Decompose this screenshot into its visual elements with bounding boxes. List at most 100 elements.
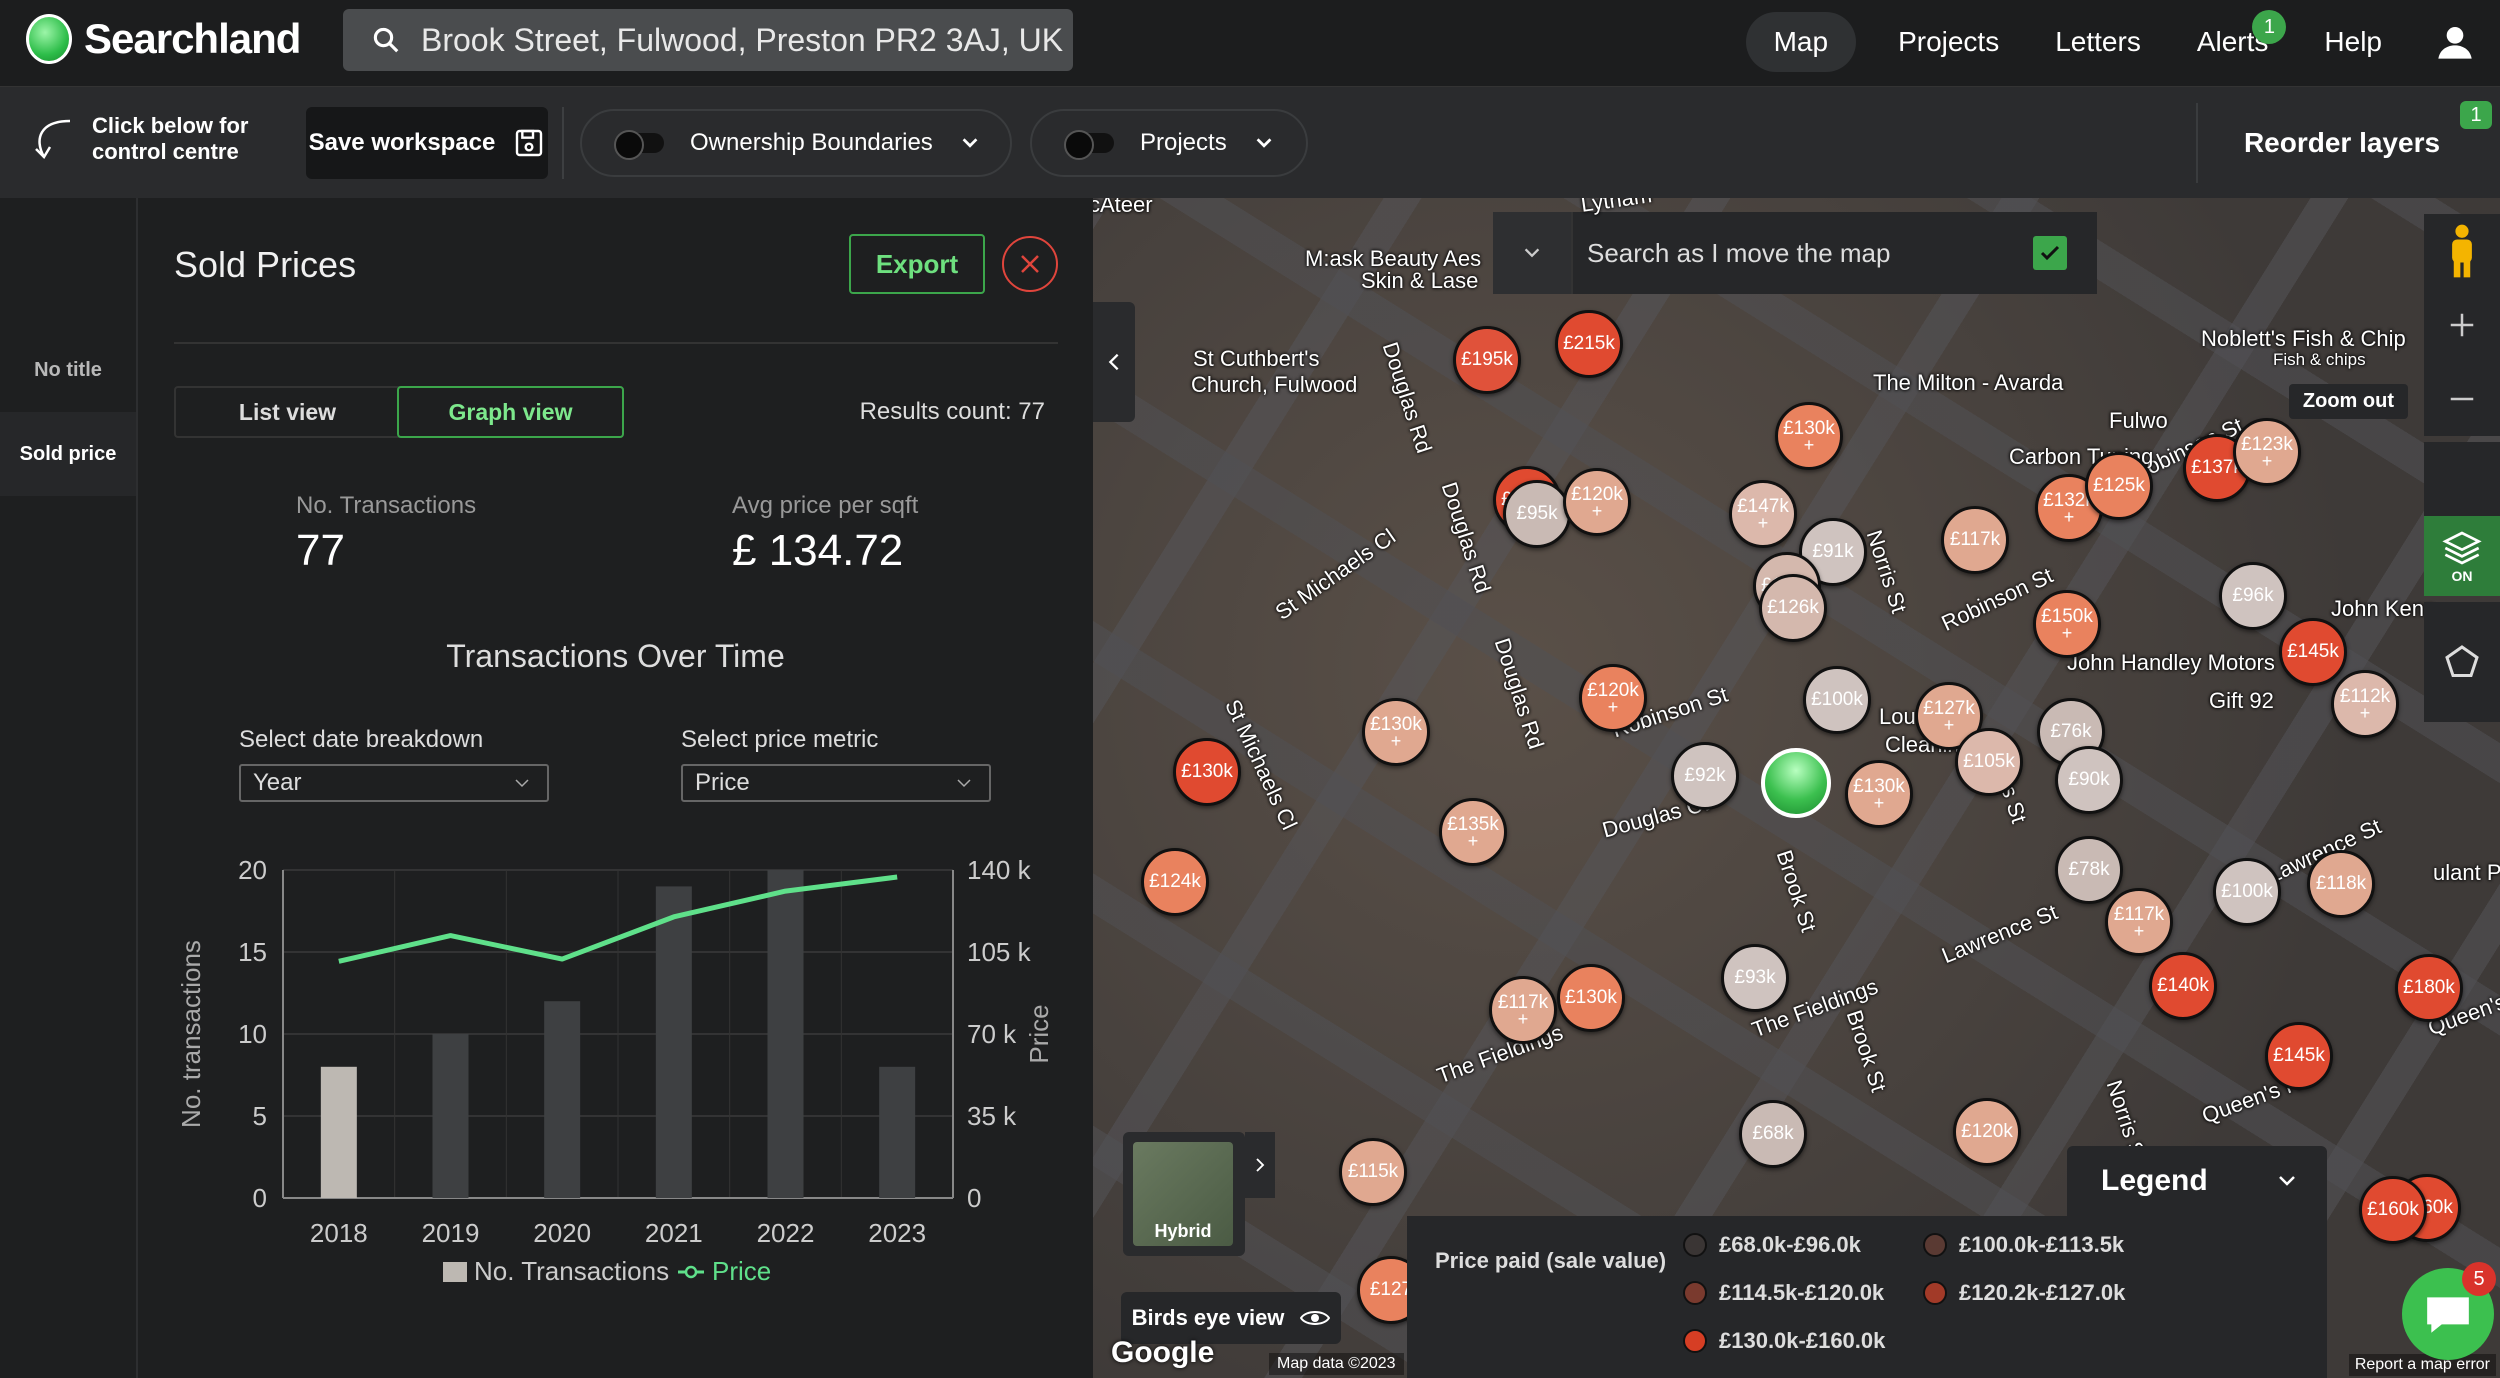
nav-alerts[interactable]: Alerts 1 [2169,10,2297,72]
nav-help[interactable]: Help [2324,26,2382,57]
price-marker[interactable]: £124k [1141,848,1209,916]
price-marker[interactable]: £123k + [2233,418,2301,486]
report-map-error-link[interactable]: Report a map error [2348,1354,2496,1376]
price-marker[interactable]: £150k + [2033,590,2101,658]
price-marker[interactable]: £215k [1555,310,1623,378]
projects-layer[interactable]: Projects [1030,109,1308,177]
x-tick-label: 2022 [757,1218,815,1248]
price-marker[interactable]: £117k + [2105,888,2173,956]
map-type-expand[interactable] [1245,1132,1275,1198]
collapse-panel-button[interactable] [1093,302,1135,422]
checkmark-icon [2040,245,2060,261]
pegman-icon[interactable] [2424,214,2500,288]
price-marker[interactable]: £68k [1739,1100,1807,1168]
bar [544,1001,581,1198]
ownership-boundaries-toggle[interactable] [614,130,664,160]
price-marker[interactable]: £130k + [1362,698,1430,766]
logo[interactable]: Searchland [26,14,301,64]
address-search-input[interactable]: Brook Street, Fulwood, Preston PR2 3AJ, … [343,9,1073,71]
chat-bubble-icon [2427,1297,2469,1333]
price-marker[interactable]: £112k + [2331,670,2399,738]
price-marker[interactable]: £100k [1803,666,1871,734]
user-account-icon[interactable] [2410,22,2500,62]
control-centre-text: Click below for control centre [92,113,249,164]
birds-eye-view-button[interactable]: Birds eye view [1121,1292,1341,1344]
y-tick-label: 10 [238,1019,267,1049]
price-marker[interactable]: £147k + [1729,480,1797,548]
plus-icon: + [2133,921,2145,941]
save-workspace-label: Save workspace [308,129,496,156]
price-marker[interactable]: £135k + [1439,798,1507,866]
price-marker[interactable]: £160k [2359,1176,2427,1244]
rail-item-sold-price[interactable]: Sold price [0,412,136,496]
price-marker[interactable]: £93k [1721,944,1789,1012]
price-marker-label: £130k [1853,776,1905,797]
draw-polygon-button[interactable] [2424,602,2500,722]
results-count: Results count: 77 [859,398,1045,425]
price-marker-label: £117k [1497,992,1549,1013]
chat-button[interactable] [2402,1268,2494,1360]
date-breakdown-select[interactable]: Year [239,764,549,802]
poi-label: Noblett's Fish & Chip [2201,326,2406,351]
price-marker[interactable]: £115k [1339,1138,1407,1206]
price-marker[interactable]: £130k [1173,738,1241,806]
price-marker[interactable]: £95k [1503,480,1571,548]
chevron-down-icon [957,779,971,788]
price-marker[interactable]: £117k + [1489,976,1557,1044]
legend-item-label: £114.5k-£120.0k [1719,1280,1885,1305]
price-marker[interactable]: £130k + [1845,760,1913,828]
nav-projects[interactable]: Projects [1898,26,2000,57]
nav-map[interactable]: Map [1745,12,1857,72]
layers-toggle-button[interactable]: ON [2424,516,2500,596]
price-marker[interactable]: £118k [2307,850,2375,918]
price-marker[interactable]: £130k + [1775,402,1843,470]
export-button[interactable]: Export [849,234,985,294]
price-marker[interactable]: £140k [2149,952,2217,1020]
search-as-move-checkbox[interactable] [2033,236,2067,270]
location-pin-icon[interactable] [1761,748,1831,818]
graph-view-tab[interactable]: Graph view [397,386,624,438]
price-marker[interactable]: £180k [2395,954,2463,1022]
reorder-layers-button[interactable]: Reorder layers 1 [2196,101,2492,183]
rail-item-no-title[interactable]: No title [34,358,102,381]
price-marker-label: £93k [1734,967,1776,988]
price-marker[interactable]: £120k [1953,1098,2021,1166]
price-marker[interactable]: £130k [1557,964,1625,1032]
plus-icon: + [1390,731,1402,751]
price-marker[interactable]: £96k [2219,562,2287,630]
price-marker[interactable]: £105k [1955,728,2023,796]
x-tick-label: 2020 [533,1218,591,1248]
street-label: Lawrence St [1938,899,2061,969]
plus-icon: + [2359,703,2371,723]
price-marker-label: £180k [2403,977,2455,998]
price-marker[interactable]: £117k [1941,506,2009,574]
price-marker[interactable]: £78k [2055,836,2123,904]
nav-letters[interactable]: Letters [2055,26,2141,57]
price-marker[interactable]: £127k + [1915,682,1983,750]
price-marker[interactable]: £120k + [1579,664,1647,732]
hybrid-map-toggle[interactable]: Hybrid [1123,1132,1245,1256]
zoom-out-button[interactable] [2424,362,2500,436]
price-marker[interactable]: £145k [2279,618,2347,686]
price-marker[interactable]: £145k [2265,1022,2333,1090]
save-workspace-button[interactable]: Save workspace [306,107,548,179]
price-marker[interactable]: £125k [2085,452,2153,520]
price-marker[interactable]: £92k [1671,742,1739,810]
ownership-boundaries-layer[interactable]: Ownership Boundaries [580,109,1012,177]
price-marker[interactable]: £100k [2213,858,2281,926]
price-marker[interactable]: £120k + [1563,468,1631,536]
price-marker[interactable]: £90k [2055,746,2123,814]
legend-header[interactable]: Legend [2067,1146,2327,1216]
list-view-tab[interactable]: List view [238,398,337,425]
map-view[interactable]: Search as I move the map Douglas Rd Dougl… [1093,198,2500,1378]
close-icon [1021,255,1039,273]
search-as-move-expand[interactable] [1493,212,1573,294]
y-right-tick-label: 140 k [967,855,1032,885]
price-marker[interactable]: £126k [1759,574,1827,642]
projects-toggle[interactable] [1064,130,1114,160]
price-metric-select[interactable]: Price [681,764,991,802]
zoom-in-button[interactable] [2424,288,2500,362]
close-panel-button[interactable] [1002,236,1058,292]
map-blank-button[interactable] [2424,442,2500,516]
price-marker[interactable]: £195k [1453,326,1521,394]
